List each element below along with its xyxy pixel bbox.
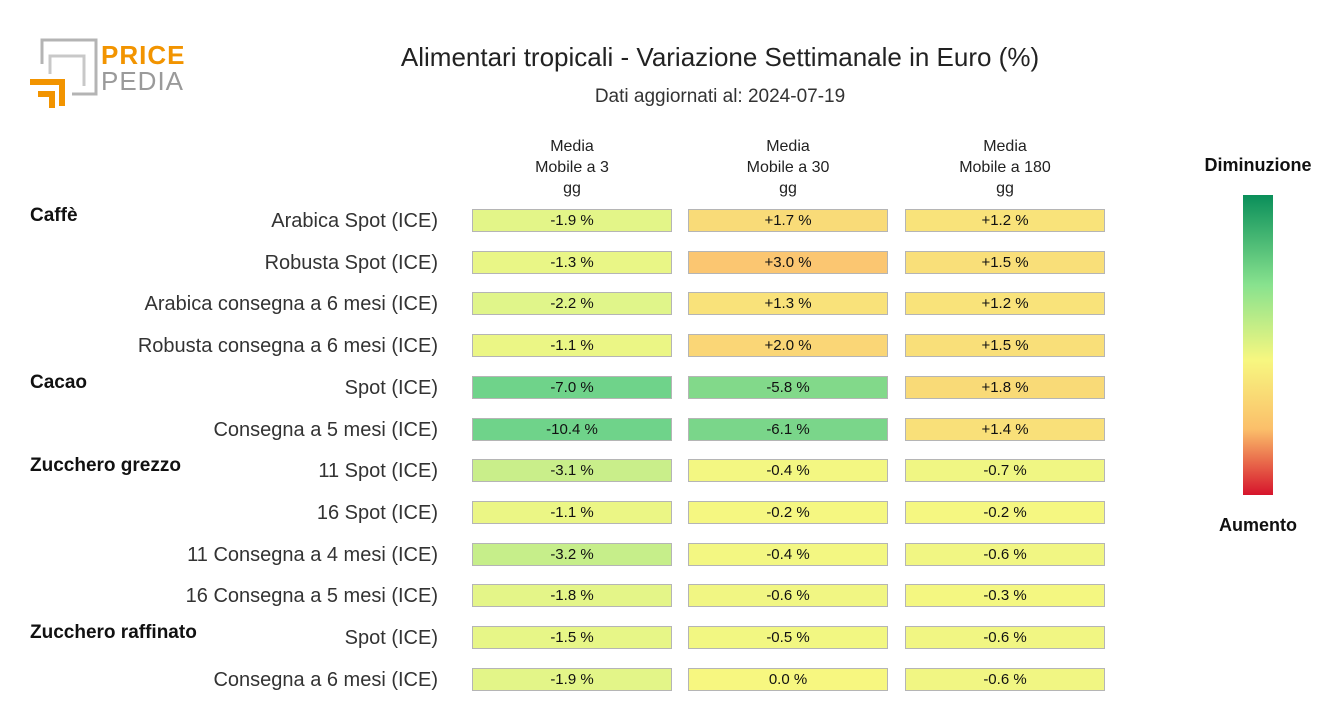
column-header-line: gg bbox=[779, 180, 797, 197]
group-label: Cacao bbox=[30, 371, 88, 393]
column-header-1: Media Mobile a 3 gg bbox=[471, 136, 673, 199]
heatmap-cell: -1.1 % bbox=[472, 500, 672, 524]
heatmap-cell: -1.9 % bbox=[472, 209, 672, 232]
legend-bottom-label: Aumento bbox=[1219, 515, 1297, 535]
column-header-3: Media Mobile a 180 gg bbox=[904, 136, 1106, 199]
legend-top-label: Diminuzione bbox=[1204, 155, 1312, 175]
heatmap-cell: -0.6 % bbox=[905, 542, 1105, 566]
column-header-line: Media bbox=[983, 138, 1027, 155]
logo-text-pedia: PEDIA bbox=[101, 66, 185, 96]
row-label: Arabica consegna a 6 mesi (ICE) bbox=[144, 293, 438, 316]
heatmap-cell: -3.2 % bbox=[472, 542, 672, 566]
heatmap-cell: -2.2 % bbox=[472, 292, 672, 316]
heatmap-cell: +2.0 % bbox=[688, 334, 888, 358]
heatmap-cell: -0.4 % bbox=[688, 542, 888, 566]
group-label: Zucchero raffinato bbox=[30, 622, 197, 643]
chart-subtitle: Dati aggiornati al: 2024-07-19 bbox=[594, 86, 846, 107]
heatmap-cell: +1.5 % bbox=[905, 334, 1105, 358]
row-label: Spot (ICE) bbox=[344, 627, 438, 649]
heatmap-cell: -1.5 % bbox=[472, 626, 672, 649]
heatmap-cell: -0.2 % bbox=[905, 500, 1105, 524]
column-header-line: Mobile a 30 bbox=[746, 159, 830, 176]
group-label: Zucchero grezzo bbox=[30, 455, 181, 477]
heatmap-cell: -3.1 % bbox=[472, 459, 672, 483]
heatmap-cell: +1.5 % bbox=[905, 250, 1105, 274]
heatmap-cell: +1.3 % bbox=[688, 292, 888, 316]
heatmap-cell: +1.7 % bbox=[688, 209, 888, 232]
heatmap-cell: -0.6 % bbox=[688, 584, 888, 608]
row-label: 11 Consegna a 4 mesi (ICE) bbox=[187, 543, 438, 566]
row-label: 16 Consegna a 5 mesi (ICE) bbox=[185, 585, 438, 608]
row-label: Robusta Spot (ICE) bbox=[264, 251, 438, 274]
column-header-line: Media bbox=[766, 138, 810, 155]
heatmap-cell: +1.8 % bbox=[905, 375, 1105, 399]
heatmap-cell: -0.2 % bbox=[688, 500, 888, 524]
heatmap-cell: -1.1 % bbox=[472, 334, 672, 358]
heatmap-cell: +3.0 % bbox=[688, 250, 888, 274]
column-header-2: Media Mobile a 30 gg bbox=[687, 136, 889, 199]
heatmap-cell: -1.9 % bbox=[472, 667, 672, 691]
row-label: Robusta consegna a 6 mesi (ICE) bbox=[137, 335, 438, 358]
heatmap-cell: -0.6 % bbox=[905, 626, 1105, 649]
chart-title: Alimentari tropicali - Variazione Settim… bbox=[400, 42, 1040, 72]
row-label: 11 Spot (ICE) bbox=[318, 460, 438, 483]
heatmap-cell: -0.7 % bbox=[905, 459, 1105, 483]
heatmap-cell: -1.3 % bbox=[472, 250, 672, 274]
heatmap-cell: 0.0 % bbox=[688, 667, 888, 691]
heatmap-cell: +1.2 % bbox=[905, 292, 1105, 316]
heatmap-cell: -1.8 % bbox=[472, 584, 672, 608]
heatmap-cell: -0.3 % bbox=[905, 584, 1105, 608]
column-header-line: Media bbox=[550, 138, 594, 155]
heatmap-cell: -10.4 % bbox=[472, 417, 672, 441]
row-label: Arabica Spot (ICE) bbox=[271, 210, 438, 232]
row-label: Consegna a 5 mesi (ICE) bbox=[213, 418, 438, 441]
logo-mark-icon bbox=[30, 38, 98, 108]
column-header-line: Mobile a 180 bbox=[959, 159, 1051, 176]
row-label: 16 Spot (ICE) bbox=[316, 501, 438, 524]
heatmap-cell: -5.8 % bbox=[688, 375, 888, 399]
logo-text-price: PRICE bbox=[101, 40, 186, 70]
column-header-line: Mobile a 3 bbox=[535, 159, 609, 176]
column-header-line: gg bbox=[563, 180, 581, 197]
row-label: Spot (ICE) bbox=[344, 376, 438, 399]
column-header-line: gg bbox=[996, 180, 1014, 197]
heatmap-cell: -7.0 % bbox=[472, 375, 672, 399]
heatmap-cell: +1.2 % bbox=[905, 209, 1105, 232]
group-label: Caffè bbox=[30, 205, 78, 226]
heatmap-cell: +1.4 % bbox=[905, 417, 1105, 441]
row-label: Consegna a 6 mesi (ICE) bbox=[213, 668, 438, 691]
heatmap-cell: -0.6 % bbox=[905, 667, 1105, 691]
heatmap-cell: -6.1 % bbox=[688, 417, 888, 441]
heatmap-cell: -0.5 % bbox=[688, 626, 888, 649]
legend-color-bar bbox=[1243, 195, 1273, 495]
heatmap-cell: -0.4 % bbox=[688, 459, 888, 483]
pricepedia-logo: PRICE PEDIA bbox=[30, 38, 190, 110]
